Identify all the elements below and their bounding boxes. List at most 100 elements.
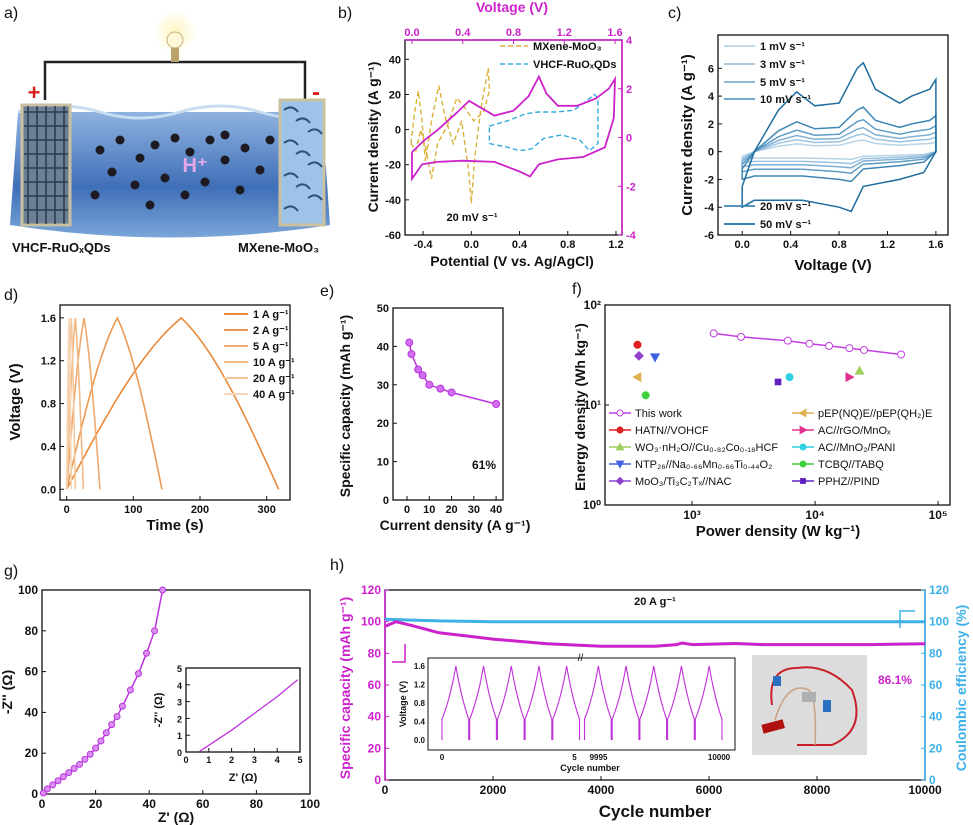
left-axis-label: Current density (A g⁻¹) bbox=[365, 62, 381, 213]
capacity-line bbox=[384, 620, 926, 648]
gcd-curve-3 bbox=[65, 317, 85, 490]
y-tick-label: 10 bbox=[377, 457, 389, 469]
right-tick-label: 120 bbox=[929, 583, 949, 597]
x-tick-label: 5 bbox=[297, 755, 302, 765]
data-point bbox=[113, 712, 121, 720]
right-tick-label: 40 bbox=[929, 710, 943, 724]
square-marker bbox=[774, 378, 782, 386]
y-tick-label: 0.4 bbox=[41, 441, 57, 453]
y-tick-label: 10⁰ bbox=[583, 498, 601, 512]
data-point bbox=[425, 380, 434, 389]
x-tick-label: 0 bbox=[39, 797, 46, 811]
inset-y-tick: 1.2 bbox=[414, 681, 426, 690]
anode-flake bbox=[295, 117, 311, 124]
panel-label: f) bbox=[572, 281, 582, 298]
x-tick-label: 40 bbox=[143, 797, 157, 811]
anode-flake bbox=[295, 183, 311, 190]
right-tick-label: -4 bbox=[626, 230, 637, 242]
x-tick-label: 80 bbox=[250, 797, 264, 811]
ion-particle bbox=[265, 135, 275, 145]
x-tick-label: 1 bbox=[206, 755, 211, 765]
coulombic-efficiency-line bbox=[384, 617, 925, 624]
data-point bbox=[81, 755, 89, 763]
electrolyte bbox=[10, 112, 330, 238]
axes: 10³ 10⁴ 10⁵ Power density (W kg⁻¹) 10⁰ 10¹ 10²… bbox=[572, 298, 951, 540]
anode-flake bbox=[295, 150, 311, 157]
data-point bbox=[414, 365, 423, 374]
circle-marker bbox=[785, 373, 794, 382]
plot-frame bbox=[717, 34, 949, 236]
x-tick-label: -0.4 bbox=[414, 239, 434, 251]
anode-flake bbox=[283, 139, 299, 146]
cv-series-2 bbox=[411, 74, 616, 182]
inset-y-tick: 1.6 bbox=[414, 662, 426, 671]
circle-marker bbox=[616, 426, 624, 434]
data-point bbox=[418, 371, 427, 380]
right-axis-label: Coulombic efficiency (%) bbox=[953, 605, 969, 771]
data-point bbox=[108, 721, 116, 729]
x-tick-label: 0.4 bbox=[783, 239, 799, 251]
y-tick-label: 20 bbox=[25, 746, 39, 760]
cv-curve-5 bbox=[741, 61, 937, 213]
proton-label: H⁺ bbox=[183, 155, 208, 177]
x-tick-label: 200 bbox=[191, 504, 209, 516]
x-tick-label: 6000 bbox=[696, 783, 723, 797]
legend-label: TCBQ//TABQ bbox=[818, 459, 884, 471]
plot-frame bbox=[604, 304, 951, 506]
data-point bbox=[70, 765, 78, 772]
battery-cell bbox=[802, 692, 816, 702]
x-tick-label: 1.2 bbox=[880, 239, 895, 251]
y-tick-label: 0 bbox=[383, 495, 389, 507]
x-tick-label: 0 bbox=[404, 504, 410, 516]
data-point bbox=[59, 773, 67, 781]
legend-label: 2 A g⁻¹ bbox=[253, 325, 289, 337]
triangle-left-marker bbox=[798, 408, 807, 418]
panel-label: d) bbox=[4, 287, 18, 304]
x-tick-label: 10³ bbox=[683, 508, 700, 522]
data-point bbox=[76, 760, 84, 768]
y-tick-label: 1.6 bbox=[41, 313, 56, 325]
y-tick-label: 0 bbox=[31, 787, 38, 801]
diamond-marker bbox=[634, 350, 644, 361]
x-tick-label: 4 bbox=[275, 755, 280, 765]
bottom-axis-label: Z' (Ω) bbox=[229, 772, 258, 784]
ion-particle bbox=[145, 200, 155, 210]
circle-open-marker bbox=[709, 329, 718, 338]
eis-line bbox=[42, 589, 164, 794]
ion-particle bbox=[220, 130, 230, 140]
x-tick-label: 0.8 bbox=[831, 239, 846, 251]
y-tick-label: 50 bbox=[377, 303, 389, 315]
y-tick-label: -20 bbox=[385, 160, 401, 172]
legend-label: 1 A g⁻¹ bbox=[253, 309, 289, 321]
circle-open-marker bbox=[805, 339, 814, 348]
x-tick-label: 40 bbox=[490, 504, 502, 516]
inset-x-tick: 10000 bbox=[708, 753, 731, 762]
triangle-up-marker bbox=[615, 442, 625, 451]
legend-label: AC//MnO₂/PANI bbox=[818, 442, 895, 454]
ion-particle bbox=[90, 190, 100, 200]
triangle-left-marker bbox=[632, 372, 642, 383]
y-tick-label: 40 bbox=[25, 705, 39, 719]
x-tick-label: 10⁴ bbox=[805, 508, 824, 522]
x-tick-label: 0 bbox=[64, 504, 70, 516]
current-density-annotation: 20 A g⁻¹ bbox=[634, 596, 676, 608]
anode-flake bbox=[307, 161, 323, 168]
legend-label: This work bbox=[635, 408, 683, 420]
clip bbox=[823, 700, 831, 712]
axis-break-icon: // bbox=[578, 653, 584, 664]
axes: -0.4 0.0 0.4 0.8 1.2 Potential (V vs. Ag/AgCl… bbox=[365, 0, 637, 269]
y-tick-label: 80 bbox=[25, 624, 39, 638]
circle-marker bbox=[633, 340, 642, 349]
right-tick-label: 4 bbox=[626, 35, 633, 47]
y-tick-label: 100 bbox=[18, 583, 38, 597]
retention-annotation: 61% bbox=[472, 458, 496, 472]
x-tick-label: 4000 bbox=[588, 783, 615, 797]
anode-flake bbox=[283, 205, 299, 212]
top-tick-label: 1.6 bbox=[607, 27, 622, 39]
y-tick-label: 6 bbox=[708, 63, 714, 75]
axes: 0.0 0.4 0.8 1.2 1.6 Voltage (V) -6 -4 -2 0 2 4 6 Curr… bbox=[679, 34, 949, 274]
minus-terminal: - bbox=[312, 79, 320, 106]
legend-label: 20 mV s⁻¹ bbox=[760, 201, 811, 213]
data-point bbox=[54, 777, 62, 785]
